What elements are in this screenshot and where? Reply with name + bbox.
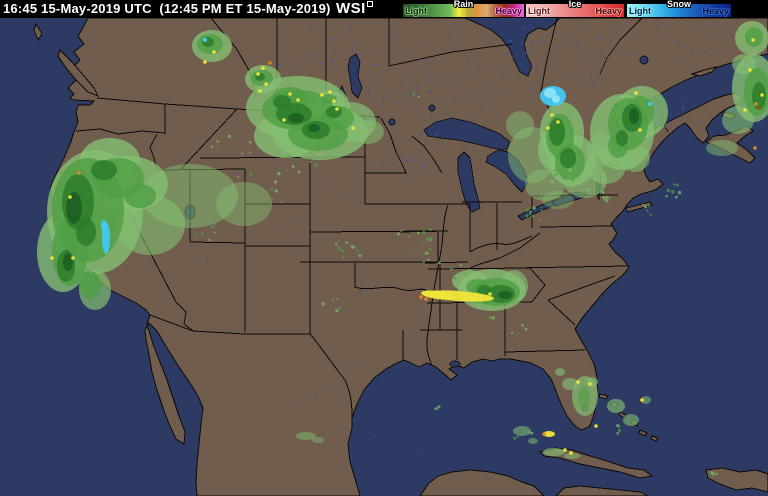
header-bar: 16:45 15-May-2019 UTC (12:45 PM ET 15-Ma… (0, 0, 768, 18)
lake-michigan (457, 151, 481, 213)
radar-map-image (0, 18, 768, 496)
small-lakes-speckle (173, 22, 762, 460)
border-ga-fl (504, 349, 586, 353)
border-nd-mn (380, 117, 407, 174)
border-rio-grande (309, 333, 353, 419)
timestamp-text: 16:45 15-May-2019 UTC (12:45 PM ET 15-Ma… (3, 1, 331, 16)
border-ok-panhandle (300, 261, 356, 288)
border-mb-on (388, 18, 513, 67)
lake-nipigon (428, 104, 436, 112)
yucatan (419, 469, 545, 496)
legend-snow-heavy-label: Heavy (702, 6, 729, 16)
legend-ice-light-label: Light (528, 6, 550, 16)
border-va-nc (511, 265, 629, 269)
border-oh-ky-river (469, 235, 533, 253)
lake-winnipeg (347, 53, 363, 99)
legend-snow-title: Snow (667, 0, 691, 9)
legend-ice-heavy-label: Heavy (595, 6, 622, 16)
border-mn-wi (411, 135, 443, 174)
border-ut-az (189, 241, 246, 244)
radar-echoes (37, 21, 768, 477)
border-wa-or (75, 128, 166, 135)
legend-rain-title: Rain (453, 0, 474, 9)
lake-pontchartrain (449, 360, 461, 368)
haida-gwaii (33, 22, 43, 42)
lake-superior (423, 117, 511, 151)
legend-rain-light-label: Light (405, 6, 427, 16)
legend-rain-bar: Rain Light Heavy (403, 0, 524, 17)
border-nc-sc (547, 275, 616, 301)
legend-ice-bar: Ice Light Heavy (526, 0, 624, 17)
legend-ice-title: Ice (568, 0, 582, 9)
border-mo-ar (424, 261, 469, 264)
wsi-logo: WSI (336, 0, 373, 17)
border-pa-md (539, 225, 613, 228)
border-qc-nl (599, 18, 643, 75)
wsi-trademark-square (366, 1, 373, 7)
hispaniola (705, 467, 768, 493)
border-us-mexico-west (149, 314, 246, 335)
legend-snow-light-label: Light (629, 6, 651, 16)
central-america (555, 485, 649, 496)
border-mt-id (179, 108, 238, 171)
vancouver-island (57, 49, 100, 97)
quebec-lake (639, 55, 649, 65)
legend-rain-heavy-label: Heavy (495, 6, 522, 16)
border-ca-az (175, 301, 194, 332)
border-ky-va (469, 232, 541, 269)
legend-snow-bar: Snow Light Heavy (627, 0, 731, 17)
border-sc-ga (547, 299, 576, 326)
anticosti-island (690, 66, 718, 77)
lake-of-the-woods (388, 118, 396, 126)
border-tx-ok-red-river (354, 286, 427, 291)
border-tn-nc (529, 267, 546, 303)
